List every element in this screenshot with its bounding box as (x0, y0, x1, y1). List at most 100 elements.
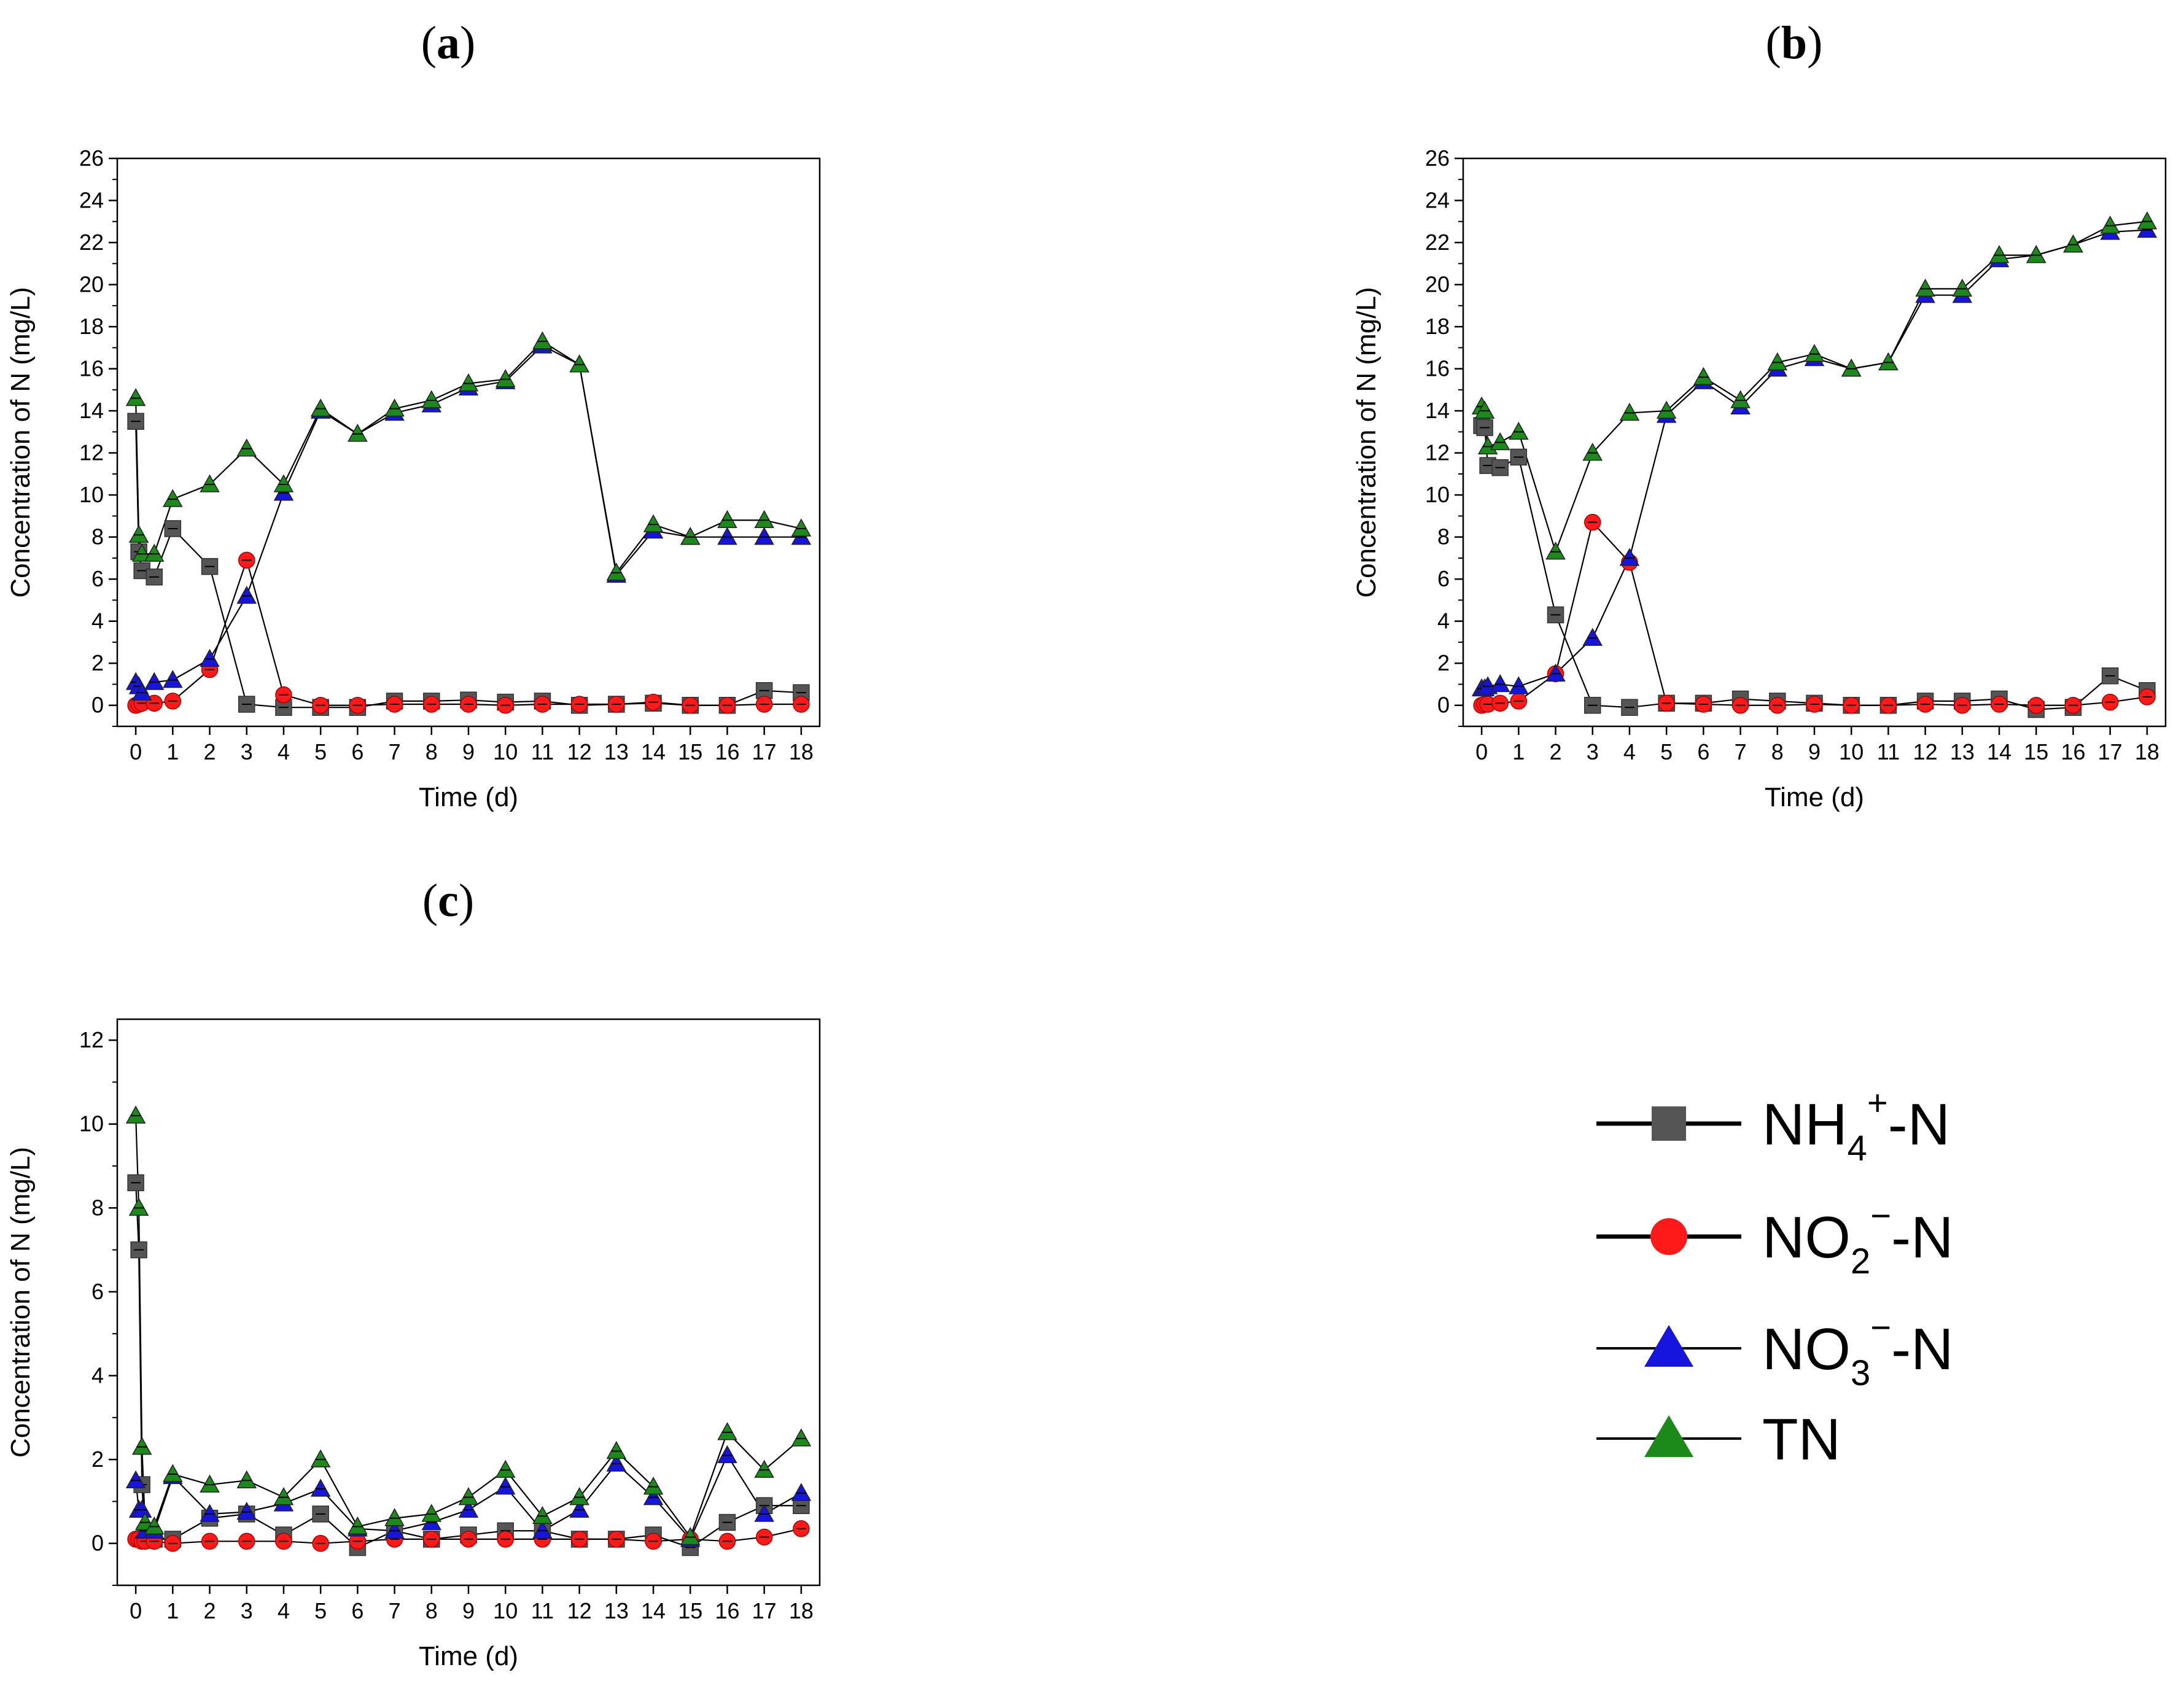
data-point-tn (384, 398, 405, 417)
y-tick-label: 12 (79, 440, 104, 465)
data-point-tn (2026, 245, 2046, 263)
data-point-tn (236, 1470, 257, 1489)
series-line-nh4plus-n (135, 421, 801, 709)
x-tick-label: 14 (641, 1598, 666, 1623)
y-tick-label: 12 (1425, 440, 1450, 465)
x-tick-label: 6 (351, 739, 363, 764)
data-point-tn (1474, 400, 1495, 419)
y-tick-label: 22 (79, 230, 104, 255)
x-tick-label: 17 (752, 1598, 777, 1623)
data-point-tn (2063, 234, 2083, 253)
data-point-tn (569, 1487, 589, 1505)
data-point-no3minus-n (606, 1453, 627, 1472)
series-line-no3minus-n (1482, 229, 2147, 690)
x-tick-label: 7 (1735, 739, 1747, 764)
data-point-no3minus-n (144, 672, 165, 690)
data-point-no3minus-n (1509, 676, 1529, 694)
data-point-no3minus-n (131, 682, 152, 701)
data-point-tn (421, 1504, 442, 1522)
x-tick-label: 5 (1660, 739, 1673, 764)
x-tick-label: 17 (752, 739, 777, 764)
legend: NH4+-N NO2−-N NO3−-N TN (1596, 1083, 1953, 1472)
y-tick-label: 2 (91, 650, 104, 675)
legend-label: NH4+-N (1762, 1083, 1950, 1168)
y-axis-title: Concentration of N (mg/L) (1351, 287, 1382, 597)
y-tick-label: 6 (91, 1279, 104, 1304)
x-tick-label: 1 (1512, 739, 1525, 764)
legend-marker (1652, 1106, 1686, 1141)
data-point-no3minus-n (458, 1499, 479, 1518)
data-point-tn (1804, 344, 1825, 362)
data-point-tn (2100, 216, 2120, 234)
x-tick-label: 15 (678, 1598, 702, 1623)
x-tick-label: 11 (1877, 739, 1900, 764)
y-tick-label: 22 (1425, 230, 1450, 255)
panel-label-b: (b) (1766, 17, 1823, 69)
x-tick-label: 18 (2135, 739, 2159, 764)
data-point-tn (791, 518, 812, 537)
x-tick-label: 1 (166, 1598, 179, 1623)
x-tick-label: 5 (314, 739, 327, 764)
data-point-no3minus-n (200, 648, 220, 667)
data-point-no3minus-n (717, 527, 737, 545)
data-point-tn (1490, 432, 1510, 451)
data-point-tn (532, 1505, 553, 1525)
series-line-no2minus-n (135, 557, 801, 706)
series-line-tn (1481, 220, 2148, 554)
y-tick-label: 4 (91, 1363, 104, 1388)
data-point-tn (717, 510, 737, 529)
legend-label: TN (1762, 1407, 1841, 1472)
x-tick-label: 16 (715, 1598, 739, 1623)
data-point-tn (310, 398, 331, 417)
y-tick-label: 20 (1425, 272, 1450, 297)
data-point-tn (125, 388, 146, 406)
x-axis-title: Time (d) (419, 782, 518, 812)
data-point-tn (791, 1428, 812, 1447)
x-tick-label: 8 (426, 739, 438, 764)
x-tick-label: 14 (1987, 739, 2011, 764)
data-point-tn (1693, 367, 1714, 386)
data-point-tn (717, 1422, 737, 1440)
data-point-no3minus-n (754, 1504, 774, 1522)
x-tick-label: 17 (2098, 739, 2123, 764)
data-point-tn (200, 474, 220, 492)
data-point-tn (144, 543, 165, 562)
data-point-tn (131, 543, 152, 562)
y-tick-label: 14 (79, 398, 104, 423)
x-tick-label: 14 (641, 739, 666, 764)
y-tick-label: 16 (79, 356, 104, 381)
data-point-no3minus-n (1582, 627, 1603, 646)
data-point-tn (495, 1459, 516, 1478)
data-point-tn (131, 1437, 152, 1455)
data-point-tn (144, 1516, 165, 1535)
data-point-tn (1656, 400, 1677, 419)
x-tick-label: 3 (241, 1598, 253, 1623)
data-point-tn (495, 369, 516, 387)
y-tick-label: 14 (1425, 398, 1450, 423)
data-point-tn (384, 1508, 405, 1526)
x-tick-label: 15 (2024, 739, 2048, 764)
x-tick-label: 10 (1839, 739, 1863, 764)
y-axis-title: Concentration of N (mg/L) (6, 1147, 36, 1458)
y-tick-label: 10 (1425, 482, 1450, 507)
y-tick-label: 18 (1425, 314, 1450, 339)
x-tick-label: 4 (278, 1598, 290, 1623)
data-point-tn (1619, 402, 1640, 421)
data-point-tn (1989, 245, 2010, 263)
y-tick-label: 0 (91, 693, 104, 718)
y-tick-label: 4 (1437, 608, 1450, 634)
legend-marker (1644, 1415, 1693, 1457)
data-point-tn (163, 1464, 183, 1482)
data-point-tn (273, 474, 294, 492)
y-tick-label: 18 (79, 314, 104, 339)
x-tick-label: 11 (531, 1598, 554, 1623)
legend-item-no3minus-n: NO3−-N (1596, 1308, 1953, 1393)
data-point-tn (680, 1526, 701, 1545)
x-tick-label: 2 (204, 1598, 216, 1623)
data-point-tn (754, 510, 774, 529)
data-point-no3minus-n (495, 1476, 516, 1495)
x-tick-label: 10 (493, 739, 518, 764)
y-tick-label: 8 (91, 1195, 104, 1220)
